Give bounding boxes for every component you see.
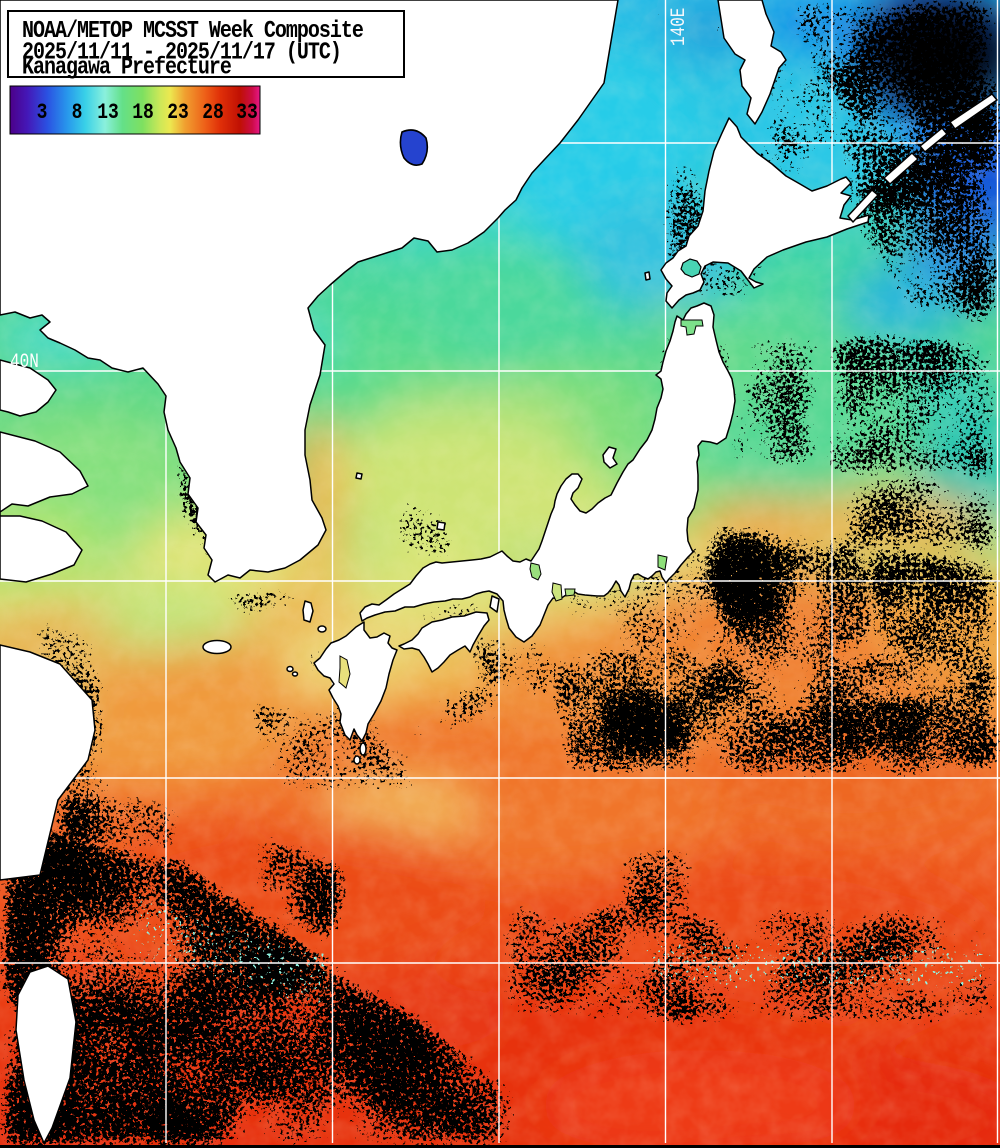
svg-text:3: 3 [37, 100, 48, 125]
svg-text:28: 28 [202, 100, 224, 125]
svg-text:8: 8 [72, 100, 83, 125]
svg-text:40N: 40N [10, 352, 39, 374]
svg-text:Kanagawa Prefecture: Kanagawa Prefecture [22, 53, 232, 81]
svg-text:23: 23 [167, 100, 189, 125]
svg-text:18: 18 [132, 100, 154, 125]
svg-text:140E: 140E [669, 8, 691, 46]
svg-text:2025/11/11 - 2025/11/17 (UTC): 2025/11/11 - 2025/11/17 (UTC) [22, 38, 341, 66]
svg-text:NOAA/METOP MCSST Week Composit: NOAA/METOP MCSST Week Composite [22, 16, 364, 44]
svg-text:13: 13 [97, 100, 119, 125]
svg-text:33: 33 [236, 100, 258, 125]
